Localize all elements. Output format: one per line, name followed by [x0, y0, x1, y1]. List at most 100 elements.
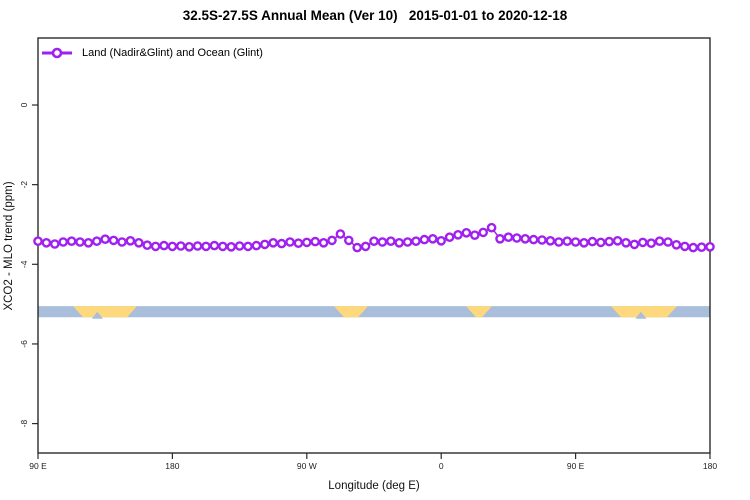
data-point: [688, 242, 699, 253]
data-point: [175, 241, 186, 251]
data-point: [142, 240, 152, 250]
data-point: [50, 239, 60, 249]
x-tick-label: 90 E: [567, 461, 585, 471]
data-point: [108, 235, 119, 246]
y-axis-title: XCO2 - MLO trend (ppm): [3, 181, 15, 310]
data-point: [100, 234, 110, 244]
data-point: [285, 237, 295, 247]
x-axis-title: Longitude (deg E): [328, 480, 420, 492]
data-point: [133, 237, 144, 248]
water-notch: [635, 311, 647, 319]
y-tick-label: 0: [19, 102, 29, 107]
data-point: [226, 241, 236, 252]
data-point: [66, 236, 77, 246]
data-point: [83, 237, 94, 248]
data-point: [654, 236, 665, 246]
data-point: [436, 235, 447, 246]
data-point: [402, 237, 413, 247]
data-point: [427, 233, 438, 244]
data-point: [343, 235, 354, 246]
data-point: [696, 242, 707, 252]
data-point: [596, 237, 606, 248]
data-point: [201, 241, 211, 252]
data-point: [503, 232, 514, 242]
data-point: [570, 237, 581, 247]
data-point: [360, 241, 371, 252]
data-point: [58, 237, 69, 247]
data-point: [251, 240, 262, 251]
data-point: [612, 235, 623, 246]
legend-marker-icon: [42, 47, 72, 59]
data-point: [184, 241, 194, 252]
land-band-segment: [73, 306, 138, 318]
data-point: [318, 237, 329, 248]
data-point: [369, 236, 379, 246]
data-point: [327, 235, 337, 246]
chart-title: 32.5S-27.5S Annual Mean (Ver 10) 2015-01…: [182, 8, 568, 23]
data-point: [268, 237, 279, 248]
data-point: [528, 234, 539, 245]
data-point: [352, 242, 363, 253]
land-band-segment: [610, 306, 677, 318]
data-point: [537, 235, 547, 245]
data-point: [394, 237, 405, 248]
x-tick-label: 180: [165, 461, 179, 471]
water-notch: [91, 311, 103, 319]
data-point: [301, 237, 312, 248]
x-tick-label: 0: [439, 461, 444, 471]
data-point: [545, 235, 556, 246]
data-point: [159, 240, 169, 251]
legend: Land (Nadir&Glint) and Ocean (Glint): [40, 46, 263, 60]
data-point: [243, 241, 253, 252]
data-point: [495, 233, 505, 244]
land-band-segment: [465, 306, 492, 318]
data-point: [461, 227, 472, 238]
y-tick-label: -2: [19, 181, 29, 189]
data-point: [486, 222, 497, 233]
x-tick-label: 90 W: [297, 461, 317, 471]
data-point: [259, 239, 270, 250]
data-point: [629, 239, 640, 250]
data-point: [33, 236, 43, 246]
data-point: [663, 237, 673, 247]
data-point: [167, 241, 178, 252]
data-point: [41, 237, 52, 248]
data-point: [209, 240, 220, 251]
data-point: [512, 233, 522, 243]
data-point: [579, 237, 589, 248]
data-point: [75, 237, 85, 247]
data-point: [554, 237, 564, 247]
y-tick-label: -4: [19, 260, 29, 268]
data-point: [680, 241, 690, 252]
data-point: [646, 238, 657, 248]
data-point: [419, 234, 430, 245]
data-point: [705, 241, 715, 252]
x-tick-label: 180: [703, 461, 717, 471]
data-point: [444, 232, 455, 242]
plot-area: 90 E 180 90 W 0 90 E 180 0 -2 -4 -6 -8: [19, 37, 717, 471]
data-point: [587, 236, 598, 247]
data-point: [453, 229, 463, 240]
data-point: [520, 233, 531, 244]
data-point: [276, 238, 287, 249]
ocean-band: [38, 306, 710, 318]
data-point: [385, 236, 396, 246]
data-point: [478, 227, 489, 238]
data-point: [562, 236, 573, 246]
data-point: [150, 241, 161, 252]
y-tick-label: -6: [19, 340, 29, 348]
data-point: [192, 241, 203, 251]
data-point: [125, 235, 136, 246]
data-point: [469, 230, 480, 240]
land-band-segment: [333, 306, 369, 318]
data-point: [293, 238, 304, 248]
data-point: [638, 237, 648, 248]
data-point: [217, 241, 228, 252]
y-tick-label: -8: [19, 420, 29, 428]
data-point: [310, 236, 321, 247]
data-point: [234, 241, 245, 251]
data-point: [117, 237, 127, 247]
data-point: [92, 236, 102, 246]
legend-label: Land (Nadir&Glint) and Ocean (Glint): [82, 47, 263, 59]
